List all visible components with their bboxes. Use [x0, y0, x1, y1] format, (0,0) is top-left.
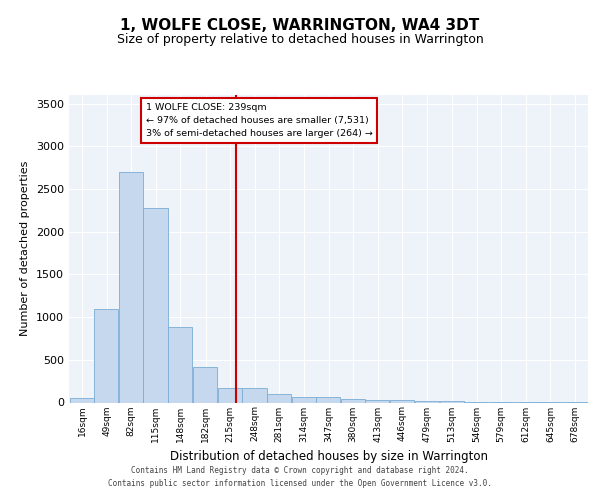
- Text: 1, WOLFE CLOSE, WARRINGTON, WA4 3DT: 1, WOLFE CLOSE, WARRINGTON, WA4 3DT: [121, 18, 479, 32]
- Bar: [119, 172, 143, 402]
- X-axis label: Distribution of detached houses by size in Warrington: Distribution of detached houses by size …: [170, 450, 487, 463]
- Bar: [143, 208, 167, 402]
- Bar: [193, 366, 217, 402]
- Text: 1 WOLFE CLOSE: 239sqm
← 97% of detached houses are smaller (7,531)
3% of semi-de: 1 WOLFE CLOSE: 239sqm ← 97% of detached …: [146, 103, 373, 138]
- Bar: [415, 401, 439, 402]
- Bar: [267, 394, 291, 402]
- Bar: [94, 308, 118, 402]
- Bar: [292, 396, 316, 402]
- Bar: [242, 388, 266, 402]
- Bar: [218, 388, 242, 402]
- Bar: [70, 398, 94, 402]
- Bar: [365, 400, 389, 402]
- Y-axis label: Number of detached properties: Number of detached properties: [20, 161, 31, 336]
- Bar: [390, 400, 414, 402]
- Bar: [440, 401, 464, 402]
- Bar: [168, 328, 192, 402]
- Text: Size of property relative to detached houses in Warrington: Size of property relative to detached ho…: [116, 32, 484, 46]
- Bar: [316, 398, 340, 402]
- Text: Contains HM Land Registry data © Crown copyright and database right 2024.
Contai: Contains HM Land Registry data © Crown c…: [108, 466, 492, 487]
- Bar: [341, 398, 365, 402]
